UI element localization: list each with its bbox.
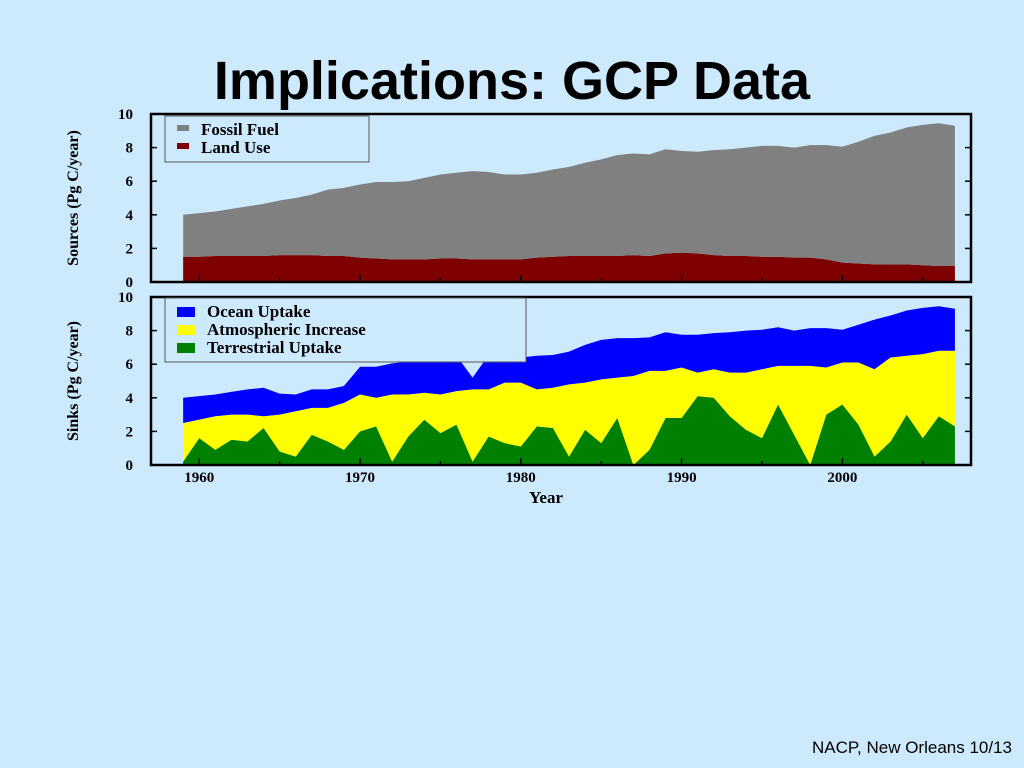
y-tick-label: 2 <box>126 241 134 257</box>
y-axis-label: Sinks (Pg C/year) <box>65 321 82 441</box>
slide-title: Implications: GCP Data <box>213 51 811 111</box>
y-tick-label: 4 <box>126 208 134 224</box>
x-tick-label: 2000 <box>827 470 857 486</box>
legend-label-fossil-fuel: Fossil Fuel <box>201 120 279 139</box>
y-tick-label: 10 <box>118 290 133 306</box>
sinks-panel: 0 2 4 6 8 10 1960 1970 1980 1990 2000 Sinks (Pg C/y… <box>65 290 973 507</box>
y-tick-label: 10 <box>118 107 133 123</box>
y-tick-label: 0 <box>126 275 134 291</box>
legend-label-atmospheric-increase: Atmospheric Increase <box>207 320 366 339</box>
legend-swatch-fossil-fuel <box>177 125 189 131</box>
y-tick-label: 6 <box>126 357 134 373</box>
area-terrestrial-uptake <box>183 396 955 465</box>
plot-frame <box>149 295 973 467</box>
y-tick-label: 8 <box>126 324 134 340</box>
plot-frame <box>149 112 973 284</box>
legend-label-terrestrial-uptake: Terrestrial Uptake <box>207 338 342 357</box>
y-tick-label: 0 <box>126 458 134 474</box>
legend-swatch-ocean-uptake <box>177 307 195 317</box>
y-axis-label: Sources (Pg C/year) <box>65 130 82 266</box>
legend-swatch-atmospheric-increase <box>177 325 195 335</box>
x-axis-label: Year <box>529 488 563 507</box>
legend-label-ocean-uptake: Ocean Uptake <box>207 302 311 321</box>
area-ocean-uptake <box>183 306 955 423</box>
legend-swatch-land-use <box>177 143 189 149</box>
sources-panel: 0 2 4 6 8 10 Sources (Pg C/year) Fossil FuelLan… <box>65 107 973 291</box>
legend-box <box>164 297 527 363</box>
x-tick-label: 1990 <box>667 470 697 486</box>
x-tick-label: 1970 <box>345 470 375 486</box>
y-tick-label: 4 <box>126 391 134 407</box>
y-tick-label: 8 <box>126 141 134 157</box>
area-atmospheric-increase <box>183 350 955 465</box>
area-fossil-fuel <box>183 123 955 267</box>
y-tick-label: 2 <box>126 424 134 440</box>
legend-box <box>164 115 370 163</box>
slide-footer: NACP, New Orleans 10/13 <box>811 738 1012 757</box>
x-tick-label: 1980 <box>506 470 536 486</box>
area-land-use <box>183 252 955 282</box>
x-tick-label: 1960 <box>184 470 214 486</box>
y-tick-label: 6 <box>126 174 134 190</box>
legend-swatch-terrestrial-uptake <box>177 343 195 353</box>
legend-label-land-use: Land Use <box>201 138 271 157</box>
